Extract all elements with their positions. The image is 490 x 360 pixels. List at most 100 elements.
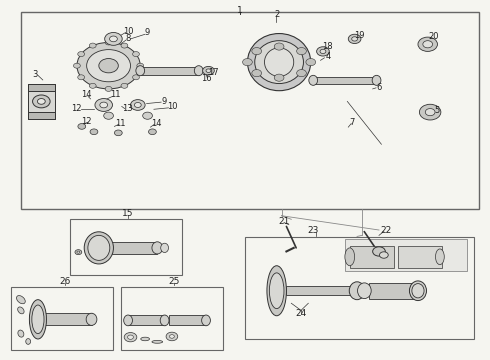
Circle shape [423,41,433,48]
Text: 23: 23 [308,226,319,235]
Circle shape [274,74,284,81]
Circle shape [274,43,284,50]
Circle shape [127,335,133,339]
Circle shape [296,48,306,55]
Text: 9: 9 [145,28,150,37]
Ellipse shape [202,315,210,326]
Text: 6: 6 [376,83,382,92]
Circle shape [115,130,122,136]
Circle shape [78,51,85,57]
Ellipse shape [136,66,145,76]
Bar [28,84,55,91]
Circle shape [252,48,262,55]
Circle shape [105,40,112,45]
Circle shape [373,247,385,256]
Circle shape [133,75,140,80]
Text: 9: 9 [162,97,167,106]
Text: 3: 3 [32,70,37,79]
Circle shape [75,249,82,255]
Bar [128,315,165,325]
Bar [345,239,466,271]
Ellipse shape [123,315,132,326]
Circle shape [32,95,50,108]
Bar [28,112,55,119]
Ellipse shape [349,282,365,300]
Circle shape [105,86,112,91]
Circle shape [137,63,144,68]
Text: 21: 21 [278,217,290,226]
Circle shape [143,112,152,119]
Ellipse shape [18,307,24,314]
Circle shape [99,59,118,73]
Circle shape [77,251,80,253]
Text: 18: 18 [322,41,333,50]
Circle shape [89,43,96,48]
Circle shape [104,112,114,119]
Circle shape [95,99,113,111]
Circle shape [202,66,214,75]
Ellipse shape [267,266,287,316]
Bar [109,242,157,254]
Text: 11: 11 [110,90,120,99]
Ellipse shape [84,232,114,264]
Circle shape [133,51,140,57]
Text: 16: 16 [201,74,211,83]
Text: 4: 4 [325,52,330,61]
Circle shape [121,83,128,88]
Circle shape [243,59,252,66]
Bar [313,77,376,84]
Circle shape [425,109,435,116]
Bar [350,246,393,267]
Ellipse shape [18,330,24,337]
Circle shape [148,129,156,135]
Bar [287,287,355,295]
Circle shape [317,47,329,56]
Ellipse shape [372,75,381,85]
Ellipse shape [412,284,424,298]
Text: 22: 22 [381,225,392,234]
Ellipse shape [255,41,303,84]
Text: 24: 24 [295,310,307,319]
Circle shape [124,333,137,342]
Ellipse shape [86,313,97,325]
Circle shape [418,37,438,51]
Circle shape [87,50,130,82]
Bar [369,283,418,298]
Circle shape [306,59,316,66]
Circle shape [419,104,441,120]
Text: 12: 12 [81,117,92,126]
Circle shape [170,335,174,338]
Circle shape [348,34,361,44]
Text: 15: 15 [122,210,134,219]
Circle shape [74,63,80,68]
Bar [140,67,199,75]
Ellipse shape [358,283,371,298]
Text: 2: 2 [274,10,279,19]
Text: 19: 19 [354,31,365,40]
Bar [21,12,479,208]
Ellipse shape [141,337,149,341]
Circle shape [252,69,262,77]
Bar [170,315,206,325]
Text: 12: 12 [71,104,81,113]
Ellipse shape [17,296,25,304]
Ellipse shape [32,305,44,334]
Circle shape [352,37,358,41]
Circle shape [90,129,98,135]
Ellipse shape [410,281,426,301]
Text: 7: 7 [349,118,355,127]
Bar [121,287,223,350]
Ellipse shape [152,341,163,343]
Text: 11: 11 [116,119,126,128]
Ellipse shape [160,315,169,326]
Text: 14: 14 [151,119,162,128]
Bar [45,313,92,325]
Text: 8: 8 [125,35,131,44]
Circle shape [78,123,86,129]
Circle shape [105,32,122,45]
Circle shape [100,102,108,108]
Ellipse shape [247,33,311,91]
Ellipse shape [152,242,163,254]
Text: 20: 20 [429,32,440,41]
Ellipse shape [309,75,318,85]
